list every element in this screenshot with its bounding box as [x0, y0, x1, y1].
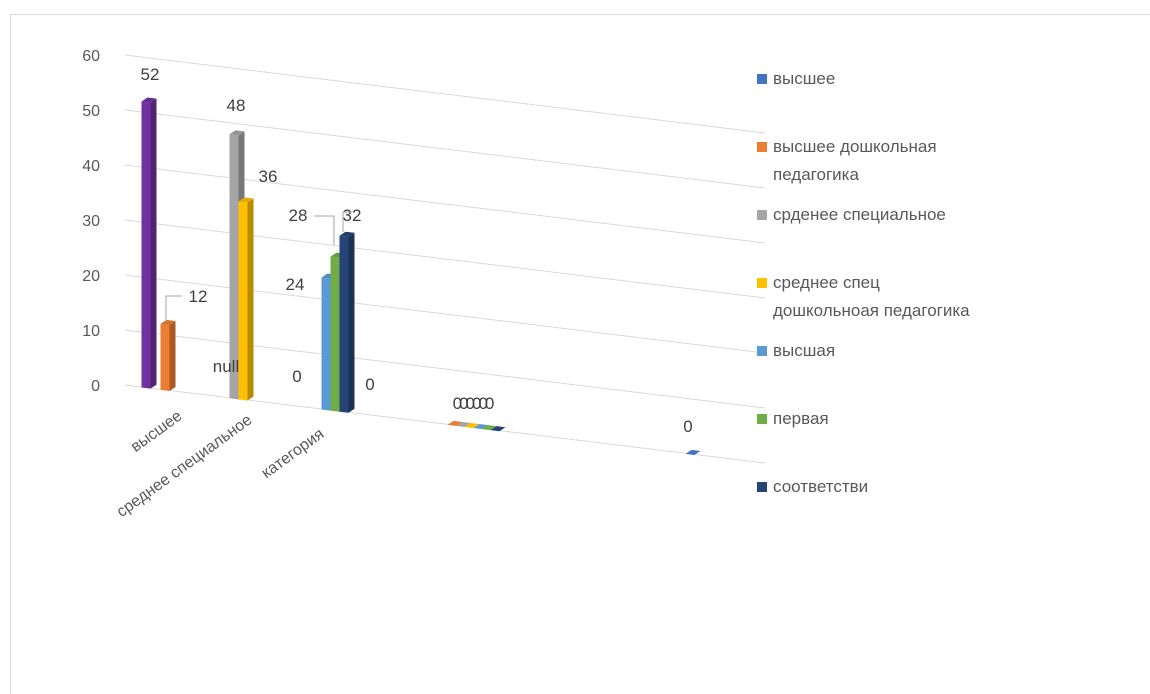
legend-label: первая [773, 409, 829, 428]
legend-swatch [757, 482, 767, 492]
bar-zero-tile [481, 424, 497, 431]
legend-item: срденее специальное [757, 205, 946, 224]
legend-swatch [757, 414, 767, 424]
legend-swatch [757, 278, 767, 288]
legend-swatch [757, 210, 767, 220]
bar-top [339, 231, 355, 237]
bar-front [339, 235, 349, 413]
bar [238, 197, 254, 401]
y-tick-label: 10 [82, 323, 100, 340]
data-label: 0 [683, 417, 692, 436]
bar [490, 426, 506, 432]
legend-item: высшее [757, 69, 835, 88]
bar-front [160, 323, 170, 391]
legend-label: среднее спец [773, 273, 880, 292]
x-category-label: высшее [128, 407, 186, 455]
legend-item: первая [757, 409, 829, 428]
y-tick-label: 50 [82, 103, 100, 120]
bar-front [229, 134, 239, 400]
data-label-zero-cluster: 000000 [453, 394, 494, 413]
bar-side [150, 98, 157, 389]
chart-frame [10, 14, 1150, 694]
y-axis-ticks: 0 10 20 30 40 50 60 [82, 48, 100, 395]
bar-zero-tile [456, 421, 472, 428]
legend-label: высшее дошкольная [773, 137, 937, 156]
legend-label: срденее специальное [773, 205, 946, 224]
legend-swatch [757, 74, 767, 84]
bar [447, 420, 463, 426]
bar [473, 424, 489, 430]
legend-item: соответстви [757, 477, 868, 496]
bar-front [141, 101, 151, 389]
y-tick-label: 60 [82, 48, 100, 65]
bar-side [169, 320, 176, 391]
bar [456, 421, 472, 428]
bar-top [141, 97, 157, 103]
data-label: 36 [259, 167, 278, 186]
legend-swatch [757, 346, 767, 356]
bar-zero-tile [447, 420, 463, 426]
data-label: 32 [343, 206, 362, 225]
data-label: 24 [286, 275, 305, 294]
y-tick-label: 30 [82, 213, 100, 230]
bar [481, 424, 497, 431]
bar-front [238, 201, 248, 401]
x-category-label: среднее специальное [114, 411, 256, 520]
legend-label: дошкольноая педагогика [773, 301, 970, 320]
y-tick-label: 20 [82, 268, 100, 285]
legend-label: педагогика [773, 165, 859, 184]
legend-item: высшее дошкольная педагогика [757, 137, 937, 184]
bar-side [348, 232, 355, 413]
bars [141, 97, 701, 455]
bar-top [160, 319, 176, 325]
gridline [124, 54, 766, 134]
leader-line [165, 295, 182, 322]
data-label: 48 [227, 96, 246, 115]
data-label: 0 [292, 367, 301, 386]
bar [160, 319, 176, 391]
bar-top [229, 130, 245, 136]
data-label: 28 [289, 206, 308, 225]
legend: высшее высшее дошкольная педагогика срденее… [757, 69, 970, 496]
bar-zero-tile [490, 426, 506, 432]
legend-item: высшая [757, 341, 835, 360]
bar-side [247, 198, 254, 401]
y-tick-label: 0 [91, 378, 100, 395]
gridline [124, 109, 766, 189]
data-label: 52 [141, 65, 160, 84]
data-label: 12 [189, 287, 208, 306]
bar [685, 449, 701, 455]
legend-swatch [757, 142, 767, 152]
leader-line [314, 215, 335, 245]
bar [339, 231, 355, 413]
gridlines [124, 54, 766, 464]
legend-item: среднее спец дошкольноая педагогика [757, 273, 970, 320]
leader-line [342, 211, 352, 232]
legend-label: соответстви [773, 477, 868, 496]
y-tick-label: 40 [82, 158, 100, 175]
data-label: null [213, 357, 239, 376]
bar-zero-tile [473, 424, 489, 430]
bar [141, 97, 157, 389]
bar [464, 422, 480, 429]
bar-zero-tile [685, 449, 701, 455]
bar-front [321, 277, 331, 411]
data-label: 0 [365, 375, 374, 394]
bar-zero-tile [464, 422, 480, 429]
legend-label: высшее [773, 69, 835, 88]
bar-top [238, 197, 254, 203]
bar-front [330, 256, 340, 412]
legend-label: высшая [773, 341, 835, 360]
x-category-label: категория [258, 425, 327, 482]
